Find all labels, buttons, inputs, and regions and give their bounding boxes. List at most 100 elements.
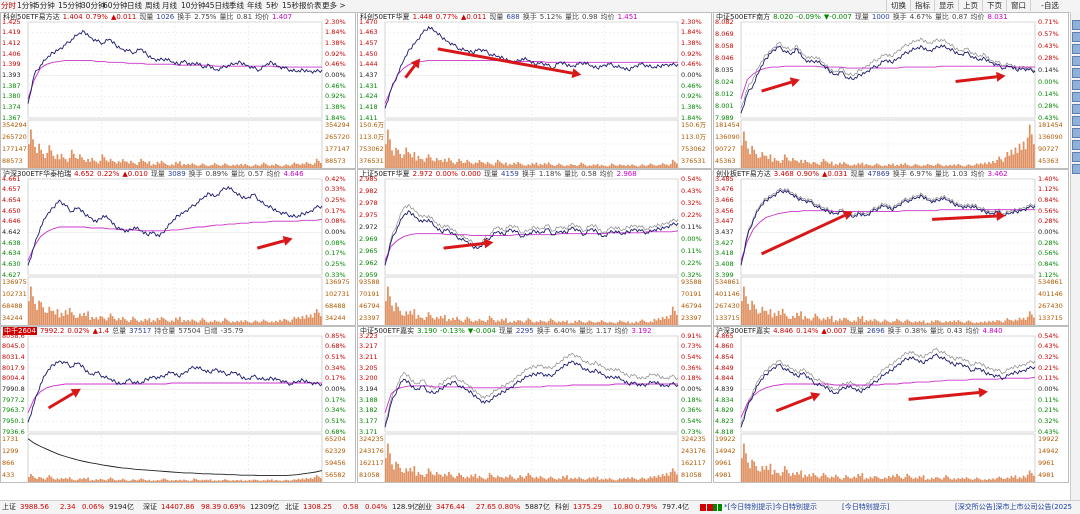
side-tool-icon[interactable] xyxy=(1072,140,1080,150)
news-ticker[interactable]: *[今日特别提示]今日特别提示 xyxy=(724,503,817,511)
volume-bar xyxy=(663,164,666,168)
chart-panel[interactable] xyxy=(713,12,1069,169)
toolbar-button[interactable]: 显示 xyxy=(934,0,958,11)
volume-bar xyxy=(437,318,440,325)
chart-panel[interactable] xyxy=(0,12,356,169)
volume-bar xyxy=(79,154,81,168)
last-price: 3.190 xyxy=(417,327,438,335)
side-tool-icon[interactable] xyxy=(1072,152,1080,162)
volume-bar xyxy=(633,165,635,168)
side-tool-icon[interactable] xyxy=(1072,80,1080,90)
news-ticker[interactable]: [今日特别提示] xyxy=(842,503,890,511)
side-tool-icon[interactable] xyxy=(1072,128,1080,138)
instrument-name[interactable]: 创业板ETF易方达 xyxy=(716,170,771,178)
instrument-name[interactable]: 科创50ETF华夏 xyxy=(360,13,410,21)
volume-bar xyxy=(407,152,410,168)
chart-panel[interactable] xyxy=(713,169,1069,326)
volume-bar xyxy=(189,321,192,325)
volume-bar xyxy=(873,475,876,482)
instrument-name[interactable]: 中证500ETF嘉实 xyxy=(360,327,415,335)
news-ticker[interactable]: [深交所公告]深市上市公司公告(2025 xyxy=(955,503,1073,511)
side-tool-icon[interactable] xyxy=(1072,164,1080,174)
timeframe-tab[interactable]: 5分钟 xyxy=(35,1,55,10)
toolbar-button[interactable]: 指标 xyxy=(910,0,934,11)
instrument-name[interactable]: 上证50ETF华夏 xyxy=(360,170,410,178)
volume-bar xyxy=(794,474,796,482)
volume-bar xyxy=(851,165,853,168)
volume-bar xyxy=(111,478,114,482)
timeframe-tab[interactable]: 45日线 xyxy=(205,1,230,10)
side-tool-icon[interactable] xyxy=(1072,20,1080,30)
y-axis-right-label: 1.38% xyxy=(325,38,346,47)
volume-bar xyxy=(217,480,220,482)
timeframe-tab[interactable]: 15分钟 xyxy=(58,1,83,10)
instrument-name[interactable]: 沪深300ETF嘉实 xyxy=(716,327,771,335)
panel-header: 科创50ETF华夏 1.448 0.77% ▲0.011 现量 688 换手 5.12% 量比 0… xyxy=(360,12,641,22)
instrument-name[interactable]: 科创50ETF易方达 xyxy=(3,13,60,21)
timeframe-tab[interactable]: 季线 xyxy=(229,1,244,10)
chart-panel[interactable] xyxy=(357,326,712,483)
timeframe-tab[interactable]: 分时 xyxy=(1,1,16,10)
volume-bar xyxy=(794,317,796,325)
volume-bar xyxy=(478,475,481,482)
volume-bar xyxy=(109,158,112,168)
volume-bar xyxy=(865,163,868,168)
volume-bar xyxy=(1020,478,1023,482)
volume-bar xyxy=(498,477,501,482)
y-axis-right-label: 1.84% xyxy=(325,28,346,37)
toolbar-button[interactable]: 窗口 xyxy=(1006,0,1030,11)
chart-panel[interactable] xyxy=(713,326,1069,483)
side-tool-icon[interactable] xyxy=(1072,116,1080,126)
volume-value: 1000 xyxy=(871,13,890,21)
toolbar-button[interactable]: -自选 xyxy=(1030,0,1069,11)
timeframe-tab[interactable]: 10分钟 xyxy=(181,1,206,10)
side-tool-icon[interactable] xyxy=(1072,44,1080,54)
chart-panel[interactable] xyxy=(0,326,356,483)
y-axis-left-label: 1.437 xyxy=(359,70,378,79)
timeframe-tab[interactable]: 周线 xyxy=(145,1,160,10)
side-tool-icon[interactable] xyxy=(1072,32,1080,42)
toolbar-button[interactable]: 上页 xyxy=(958,0,982,11)
timeframe-tab[interactable]: 15秒 xyxy=(282,1,300,10)
volume-bar xyxy=(1008,319,1011,325)
index-value: 14407.86 xyxy=(161,503,195,511)
timeframe-tab[interactable]: 5秒 xyxy=(266,1,279,10)
instrument-name[interactable]: 沪深300ETF华泰柏瑞 xyxy=(3,170,72,178)
side-tool-icon[interactable] xyxy=(1072,104,1080,114)
toolbar-button[interactable]: 下页 xyxy=(982,0,1006,11)
volume-bar xyxy=(804,316,807,325)
y-axis-right-label: 0.18% xyxy=(681,374,702,383)
timeframe-tab[interactable]: 月线 xyxy=(162,1,177,10)
volume-bar xyxy=(413,309,416,325)
volume-bar xyxy=(586,478,589,482)
side-tool-icon[interactable] xyxy=(1072,92,1080,102)
volume-bar xyxy=(319,478,322,482)
toolbar-button[interactable]: 切换 xyxy=(886,0,910,11)
volume-bar xyxy=(38,477,40,482)
volume-bar xyxy=(236,320,238,325)
timeframe-tab[interactable]: 更多 > xyxy=(322,1,346,10)
instrument-name[interactable]: 中证500ETF南方 xyxy=(716,13,771,21)
volume-bar xyxy=(395,302,397,325)
volume-bar xyxy=(541,321,544,325)
volume-bar xyxy=(519,475,522,482)
side-tool-icon[interactable] xyxy=(1072,56,1080,66)
volume-bar xyxy=(671,306,674,325)
volume-bar xyxy=(767,469,770,482)
chart-panel[interactable] xyxy=(0,169,356,326)
volume-bar xyxy=(947,476,949,482)
timeframe-tab[interactable]: 30分钟 xyxy=(81,1,106,10)
chart-panel[interactable] xyxy=(357,12,712,169)
timeframe-tab[interactable]: 1分钟 xyxy=(17,1,37,10)
volume-bar xyxy=(939,478,941,482)
chart-panel[interactable] xyxy=(357,169,712,326)
timeframe-tab[interactable]: 日线 xyxy=(127,1,142,10)
timeframe-tab[interactable]: 60分钟 xyxy=(103,1,128,10)
instrument-name-selected[interactable]: 中千2604 xyxy=(3,327,37,335)
timeframe-tab[interactable]: 年线 xyxy=(247,1,262,10)
volume-bar xyxy=(450,474,452,482)
side-tool-icon[interactable] xyxy=(1072,68,1080,78)
volume-bar xyxy=(482,478,485,482)
timeframe-tab[interactable]: 报价表 xyxy=(299,1,322,10)
volume-bar xyxy=(808,318,811,325)
